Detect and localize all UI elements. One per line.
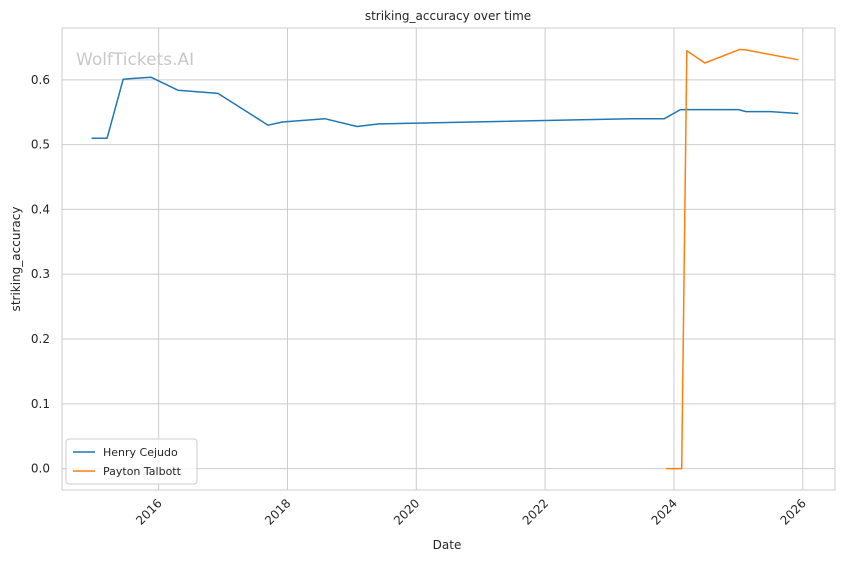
series-layer — [91, 48, 799, 470]
x-tick-label: 2020 — [391, 496, 422, 527]
x-axis-label: Date — [433, 538, 462, 552]
legend-label: Henry Cejudo — [103, 446, 178, 459]
legend-box — [65, 438, 198, 485]
y-tick-labels: 0.0 0.1 0.2 0.3 0.4 0.5 0.6 — [31, 73, 50, 476]
y-tick-label: 0.2 — [31, 332, 50, 346]
x-tick-label: 2024 — [649, 496, 680, 527]
x-tick-label: 2016 — [133, 496, 164, 527]
x-tick-label: 2026 — [777, 496, 808, 527]
y-tick-label: 0.1 — [31, 397, 50, 411]
series-line-1 — [666, 48, 799, 470]
x-tick-label: 2018 — [262, 496, 293, 527]
y-tick-label: 0.5 — [31, 138, 50, 152]
plot-border — [61, 27, 836, 491]
y-tick-label: 0.3 — [31, 267, 50, 281]
watermark: WolfTickets.AI — [76, 50, 194, 70]
legend-label: Payton Talbott — [103, 465, 182, 478]
x-tick-labels: 2016 2018 2020 2022 2024 2026 — [133, 496, 809, 527]
y-tick-label: 0.4 — [31, 202, 50, 216]
grid — [62, 28, 835, 490]
x-tick-label: 2022 — [520, 496, 551, 527]
y-axis-label: striking_accuracy — [9, 207, 23, 312]
plot-background — [62, 28, 835, 490]
legend: Henry Cejudo Payton Talbott — [65, 438, 198, 485]
chart-title: striking_accuracy over time — [365, 9, 531, 23]
y-tick-label: 0.0 — [31, 462, 50, 476]
y-tick-label: 0.6 — [31, 73, 50, 87]
series-line-0 — [91, 76, 799, 139]
